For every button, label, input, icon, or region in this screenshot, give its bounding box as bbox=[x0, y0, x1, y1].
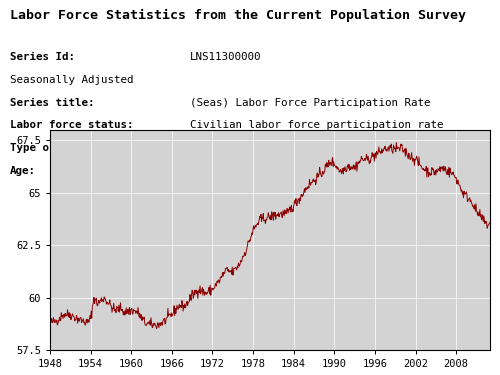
Text: Seasonally Adjusted: Seasonally Adjusted bbox=[10, 75, 134, 85]
Text: Labor force status:: Labor force status: bbox=[10, 120, 134, 130]
Text: (Seas) Labor Force Participation Rate: (Seas) Labor Force Participation Rate bbox=[190, 98, 430, 108]
Text: Series title:: Series title: bbox=[10, 98, 94, 108]
Text: Series Id:: Series Id: bbox=[10, 52, 75, 62]
Text: Labor Force Statistics from the Current Population Survey: Labor Force Statistics from the Current … bbox=[10, 9, 466, 22]
Text: Percent or rate: Percent or rate bbox=[190, 143, 288, 153]
Text: Civilian labor force participation rate: Civilian labor force participation rate bbox=[190, 120, 444, 130]
Text: 16 years and over: 16 years and over bbox=[190, 166, 300, 176]
Text: Age:: Age: bbox=[10, 166, 36, 176]
Text: LNS11300000: LNS11300000 bbox=[190, 52, 262, 62]
Text: Type of data:: Type of data: bbox=[10, 143, 94, 153]
